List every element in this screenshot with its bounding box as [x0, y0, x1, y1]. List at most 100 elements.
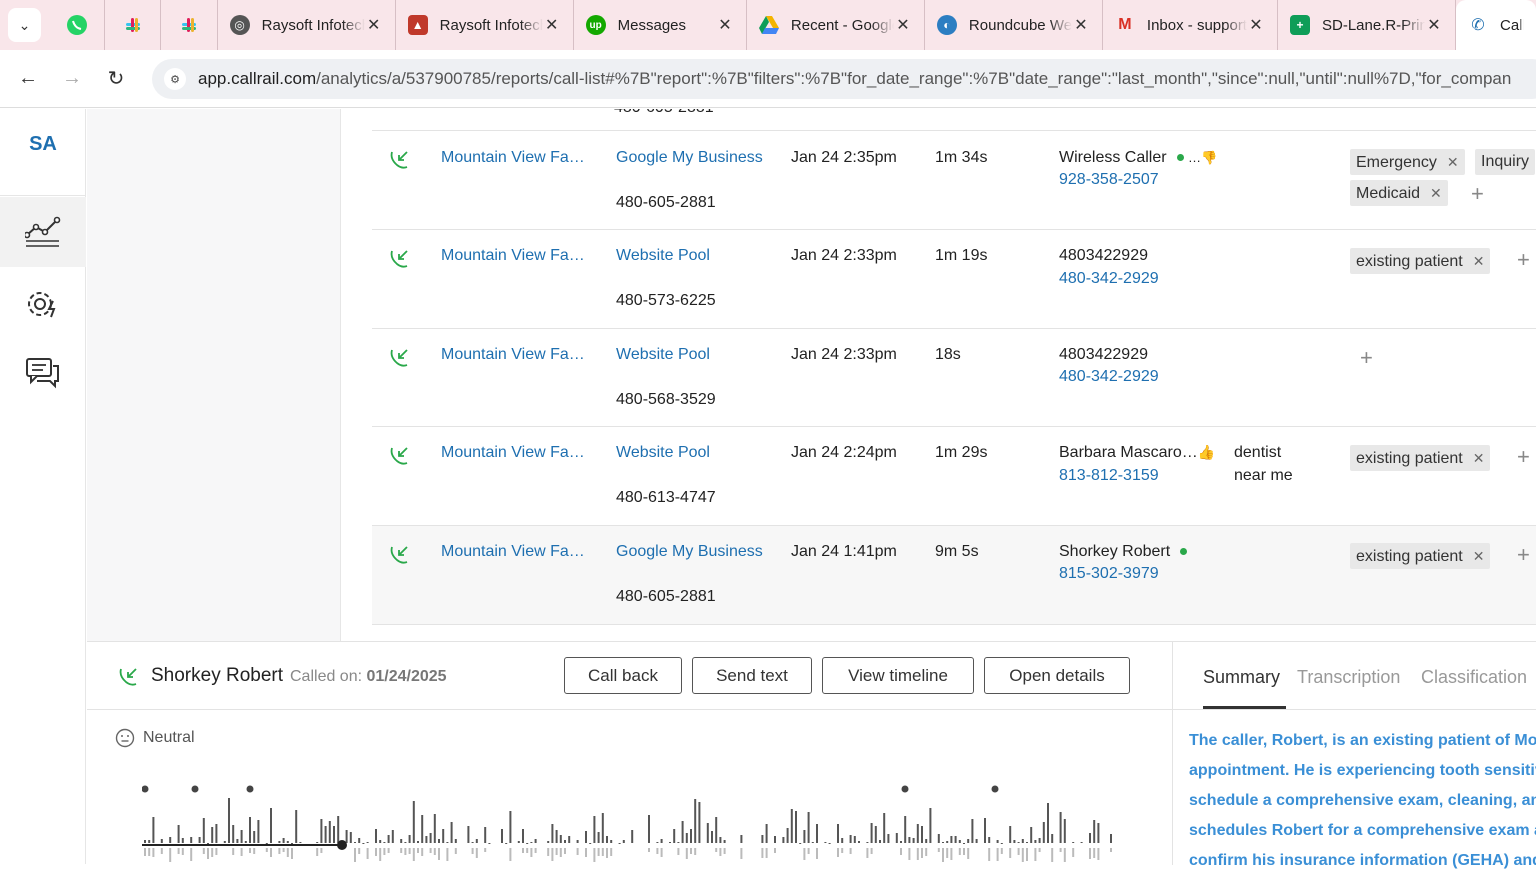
company-link[interactable]: Mountain View Fa… [441, 149, 585, 166]
browser-tab[interactable]: ▲ Raysoft Infotech ✕ [396, 0, 574, 50]
account-initials[interactable]: SA [29, 133, 57, 155]
table-row[interactable]: Mountain View Fa… Website Pool 480-613-4… [372, 427, 1536, 526]
source-link[interactable]: Website Pool [616, 346, 710, 363]
tag-label: Inquiry [1481, 153, 1530, 170]
waveform-marker[interactable] [142, 785, 149, 793]
tag-chip[interactable]: Inquiry [1475, 149, 1536, 175]
waveform-bar-secondary [383, 848, 386, 855]
browser-tab[interactable]: + SD-Lane.R-Print ✕ [1278, 0, 1456, 50]
close-icon[interactable]: ✕ [1430, 185, 1442, 201]
tab-transcription[interactable]: Transcription [1297, 667, 1401, 687]
url-input[interactable]: ⚙ app.callrail.com/analytics/a/537900785… [152, 59, 1536, 99]
waveform-bar [967, 839, 970, 843]
pinned-tab-whatsapp[interactable] [49, 0, 106, 50]
tab-summary[interactable]: Summary [1203, 667, 1281, 687]
browser-tab[interactable]: up Messages ✕ [574, 0, 747, 50]
close-icon[interactable]: ✕ [1472, 253, 1485, 269]
rail-item-conversations[interactable] [0, 338, 86, 408]
close-icon[interactable]: ✕ [718, 17, 732, 34]
browser-tab-active[interactable]: ✆ Call [1455, 0, 1536, 50]
waveform-bar-secondary [942, 848, 944, 862]
waveform-bar [648, 815, 650, 843]
caller-name-text: Shorkey Robert [1059, 543, 1171, 560]
close-icon[interactable]: ✕ [1446, 154, 1459, 170]
waveform-bar [811, 842, 814, 843]
waveform-bar [190, 837, 193, 843]
forward-arrow-icon[interactable]: → [62, 67, 82, 89]
waveform-bar-secondary [916, 848, 919, 860]
source-link[interactable]: Google My Business [616, 149, 763, 166]
back-arrow-icon[interactable]: ← [18, 67, 38, 89]
close-icon[interactable]: ✕ [896, 17, 910, 34]
table-row[interactable]: Mountain View Fa… Website Pool 480-568-3… [372, 329, 1536, 427]
waveform-bar [438, 839, 440, 843]
company-link[interactable]: Mountain View Fa… [441, 346, 585, 363]
tag-chip[interactable]: Medicaid ✕ [1350, 180, 1448, 206]
rail-item-analytics[interactable] [0, 197, 86, 267]
open-details-button[interactable]: Open details [984, 657, 1130, 694]
waveform-marker[interactable] [246, 785, 254, 793]
insights-panel: Summary Transcription Classification The… [1172, 642, 1536, 869]
waveform-bar-secondary [803, 848, 806, 860]
table-row-selected[interactable]: Mountain View Fa… Google My Business 480… [372, 526, 1536, 625]
waveform-bar-secondary [429, 848, 432, 853]
table-row[interactable]: Mountain View Fa… Google My Business 480… [372, 131, 1536, 230]
caller-number-link[interactable]: 928-358-2507 [1059, 171, 1159, 188]
browser-tab[interactable]: M Inbox - support ✕ [1103, 0, 1278, 50]
source-link[interactable]: Google My Business [616, 543, 763, 560]
add-tag-icon[interactable]: + [1517, 444, 1530, 469]
site-settings-icon[interactable]: ⚙ [164, 68, 186, 90]
close-icon[interactable]: ✕ [1472, 450, 1485, 466]
caller-number-link[interactable]: 480-342-2929 [1059, 368, 1159, 385]
pinned-tab-slack-2[interactable] [161, 0, 218, 50]
caller-number-link[interactable]: 815-302-3979 [1059, 565, 1159, 582]
tag-chip[interactable]: existing patient ✕ [1350, 248, 1491, 274]
source-link[interactable]: Website Pool [616, 444, 710, 461]
send-text-button[interactable]: Send text [692, 657, 812, 694]
tab-classification[interactable]: Classification [1421, 667, 1528, 687]
browser-tabstrip: ⌄ ◎ Raysoft Infotech ✕ ▲ Raysoft Infotec… [0, 0, 1536, 50]
browser-tab[interactable]: Recent - Google Drive ✕ [747, 0, 925, 50]
browser-tab[interactable]: ◐ Roundcube Webmail ✕ [925, 0, 1103, 50]
browser-tab[interactable]: ◎ Raysoft Infotech ✕ [218, 0, 396, 50]
close-icon[interactable]: ✕ [544, 17, 559, 34]
keyword: near me [1234, 467, 1293, 484]
close-icon[interactable]: ✕ [1249, 17, 1263, 34]
waveform-marker[interactable] [991, 785, 999, 793]
waveform-bar [765, 824, 768, 843]
close-icon[interactable]: ✕ [1427, 17, 1441, 34]
add-tag-icon[interactable]: + [1517, 542, 1530, 567]
waveform-bar-secondary [404, 848, 407, 855]
view-timeline-button[interactable]: View timeline [822, 657, 974, 694]
pinned-tab-slack-1[interactable] [105, 0, 162, 50]
waveform-bar [606, 836, 608, 843]
waveform-marker[interactable] [901, 785, 909, 793]
caller-name-text: Wireless Caller [1059, 149, 1167, 166]
reload-icon[interactable]: ↻ [107, 68, 125, 90]
tag-chip[interactable]: existing patient ✕ [1350, 445, 1491, 471]
source-link[interactable]: Website Pool [616, 247, 710, 264]
waveform-marker[interactable] [191, 785, 199, 793]
add-tag-icon[interactable]: + [1360, 345, 1373, 370]
caller-number-link[interactable]: 480-342-2929 [1059, 270, 1159, 287]
company-link[interactable]: Mountain View Fa… [441, 444, 585, 461]
call-back-button[interactable]: Call back [564, 657, 682, 694]
waveform-bar [622, 840, 625, 843]
thumbs-up-icon: 👍 [1197, 444, 1216, 460]
company-link[interactable]: Mountain View Fa… [441, 247, 585, 264]
playhead-handle[interactable] [337, 840, 347, 850]
table-row[interactable]: Mountain View Fa… Website Pool 480-573-6… [372, 230, 1536, 329]
audio-waveform[interactable] [142, 782, 1117, 865]
close-icon[interactable]: ✕ [366, 17, 381, 34]
close-icon[interactable]: ✕ [1472, 548, 1485, 564]
rail-item-settings[interactable] [0, 269, 86, 339]
tab-search-button[interactable]: ⌄ [8, 8, 41, 42]
close-icon[interactable]: ✕ [1074, 17, 1088, 34]
tag-chip[interactable]: Emergency ✕ [1350, 149, 1465, 175]
add-tag-icon[interactable]: + [1517, 247, 1530, 272]
company-link[interactable]: Mountain View Fa… [441, 543, 585, 560]
add-tag-icon[interactable]: + [1471, 181, 1484, 206]
waveform-bar [144, 840, 146, 843]
tag-chip[interactable]: existing patient ✕ [1350, 543, 1491, 569]
caller-number-link[interactable]: 813-812-3159 [1059, 467, 1159, 484]
